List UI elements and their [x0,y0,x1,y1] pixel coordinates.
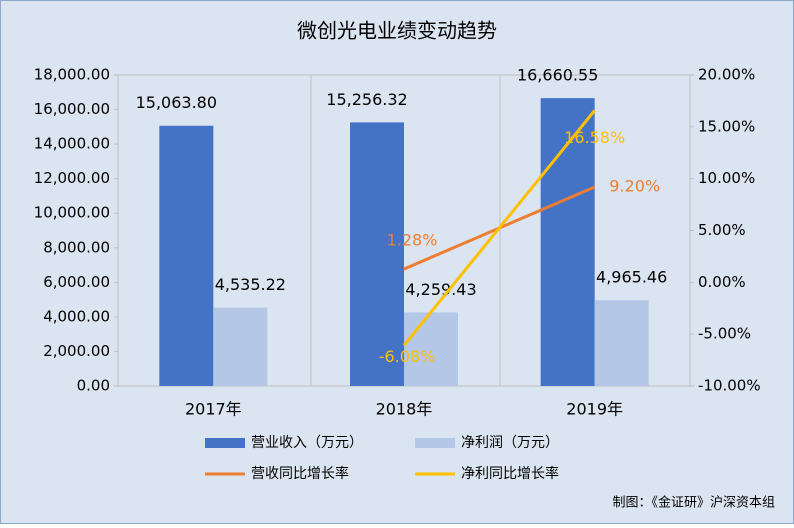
y2-tick-label: 15.00% [698,117,755,135]
legend-label: 净利同比增长率 [461,465,559,482]
line [402,109,596,347]
y-tick-label: 2,000.00 [43,342,110,360]
bar [404,312,458,386]
data-label: 1.28% [387,231,438,250]
bar [350,122,404,386]
y2-tick-label: 0.00% [698,273,746,291]
y2-tick-label: 20.00% [698,66,755,84]
data-label: 4,535.22 [215,275,286,294]
y-tick-label: 0.00 [77,377,110,395]
bar [594,300,649,386]
legend-label: 营业收入（万元） [251,435,363,451]
bar [159,125,214,386]
y-tick-label: 10,000.00 [34,204,110,222]
y-tick-label: 4,000.00 [43,307,110,325]
y2-tick-label: 5.00% [698,221,746,239]
legend-swatch [205,438,245,448]
data-label: -6.08% [379,347,436,366]
data-label: 4,965.46 [596,268,667,287]
y-tick-label: 14,000.00 [34,135,110,153]
y2-tick-label: 10.00% [698,169,755,187]
chart-title: 微创光电业绩变动趋势 [297,19,497,43]
y-tick-label: 16,000.00 [34,100,110,118]
data-label: 4,259.43 [405,280,476,299]
data-label: 16,660.55 [517,66,598,85]
legend-label: 营收同比增长率 [251,465,349,482]
x-tick-label: 2018年 [376,400,433,419]
source: 制图：《金证研》沪深资本组 [612,495,775,511]
bar [213,307,268,386]
bar [540,98,595,386]
y2-tick-label: -10.00% [698,377,761,395]
data-label: 15,063.80 [136,93,217,112]
y2-tick-label: -5.00% [698,325,751,343]
x-tick-label: 2019年 [566,400,623,419]
y-tick-label: 8,000.00 [43,238,110,256]
legend-swatch [415,438,455,448]
y-tick-label: 18,000.00 [34,66,110,84]
y-tick-label: 6,000.00 [43,273,110,291]
data-label: 15,256.32 [326,90,407,109]
data-label: 16.58% [564,128,625,147]
x-tick-label: 2017年 [185,400,242,419]
data-label: 9.20% [609,176,660,195]
legend-label: 净利润（万元） [461,435,559,451]
y-tick-label: 12,000.00 [34,169,110,187]
